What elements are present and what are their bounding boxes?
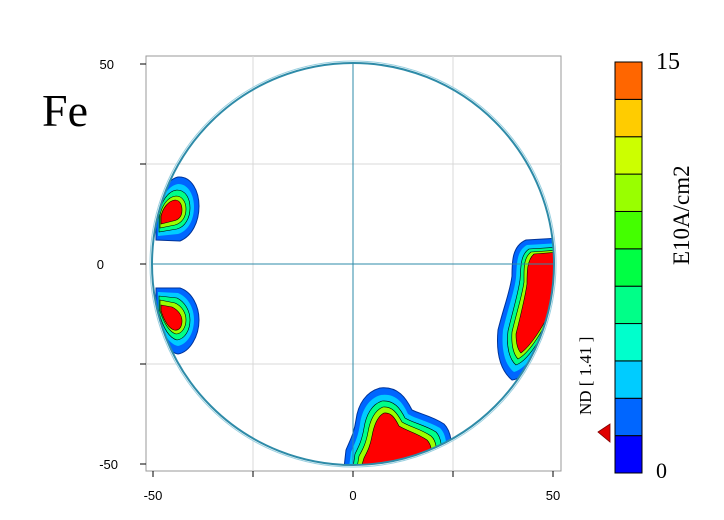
pole-figure-circle: [151, 62, 555, 466]
colorbar-max-label: 15: [656, 49, 680, 75]
colorbar-segment: [614, 360, 643, 399]
colorbar-segment: [614, 435, 643, 474]
x-tick-label: -50: [144, 488, 163, 503]
colorbar-min-label: 0: [656, 458, 667, 483]
axis-ticks: [140, 63, 554, 477]
hotspot-lower-left: [155, 287, 200, 355]
colorbar-segment: [614, 173, 643, 212]
colorbar-segment: [614, 136, 643, 175]
colorbar-segment: [614, 285, 643, 325]
element-label: Fe: [42, 85, 88, 136]
y-tick-label: 50: [100, 57, 114, 72]
x-tick-label: 50: [546, 488, 560, 503]
contour-layer: [155, 176, 554, 465]
crosshair: [152, 63, 554, 465]
hotspot-upper-left: [155, 176, 200, 242]
colorbar-segment: [614, 248, 643, 287]
hotspot-bottom: [343, 387, 453, 465]
y-tick-label: -50: [99, 457, 118, 472]
hotspot-right: [497, 237, 554, 381]
colorbar-segment: [614, 323, 643, 362]
direction-marker-icon: [597, 423, 611, 443]
colorbar-segment: [614, 210, 643, 250]
colorbar: [614, 61, 643, 474]
y-tick-label: 0: [97, 257, 104, 272]
x-tick-label: 0: [349, 488, 356, 503]
colorbar-segment: [614, 61, 643, 100]
colorbar-segment: [614, 397, 643, 437]
colorbar-segment: [614, 98, 643, 138]
colorbar-unit-label: E10A/cm2: [669, 165, 694, 265]
direction-label: ND [ 1.41 ]: [576, 337, 595, 415]
pole-figure-circle-outer: [149, 60, 557, 468]
